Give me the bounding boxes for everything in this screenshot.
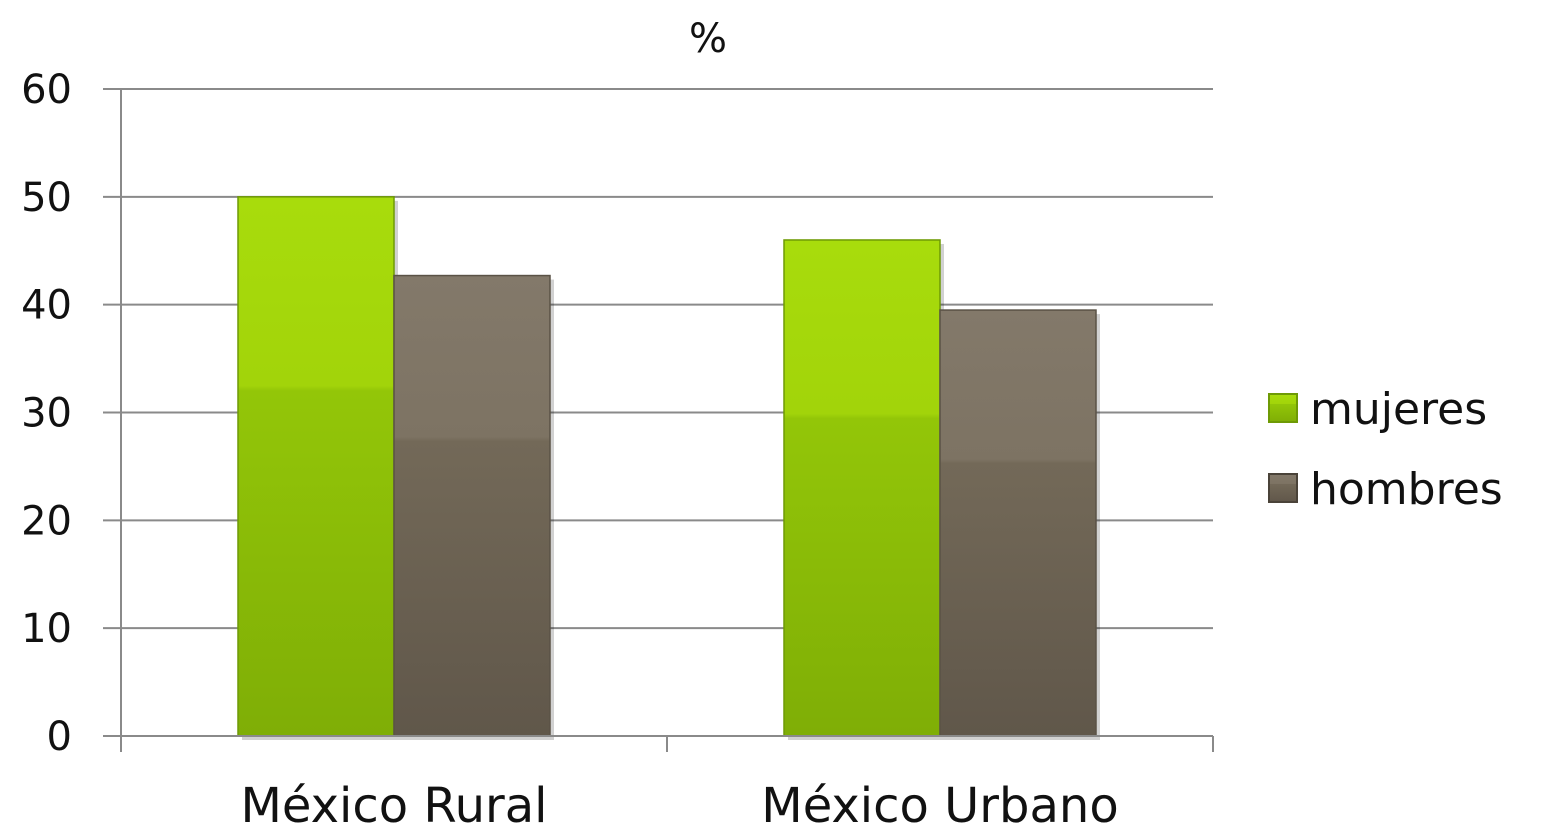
y-tick-label: 0	[47, 714, 72, 760]
legend-label-hombres: hombres	[1310, 464, 1503, 515]
bar-mujeres-0	[237, 196, 395, 737]
legend-swatch-mujeres	[1268, 393, 1298, 423]
y-tick-label: 20	[21, 498, 72, 544]
bars	[237, 196, 1100, 741]
x-axis-categories: México Rural México Urbano	[241, 778, 1119, 826]
x-category-label: México Rural	[241, 778, 548, 826]
legend-label-mujeres: mujeres	[1310, 384, 1487, 435]
bar-hombres-1	[939, 309, 1097, 737]
bar-hombres-0	[393, 274, 551, 737]
y-axis-ticks: 0 10 20 30 40 50 60	[21, 67, 72, 760]
y-tick-label: 60	[21, 67, 72, 113]
y-tick-label: 30	[21, 391, 72, 437]
legend: mujeres hombres	[1268, 384, 1503, 515]
y-tick-label: 10	[21, 606, 72, 652]
bar-mujeres-1	[783, 239, 941, 737]
legend-swatch-hombres	[1268, 473, 1298, 503]
y-tick-label: 40	[21, 283, 72, 329]
x-category-label: México Urbano	[761, 778, 1118, 826]
y-tick-label: 50	[21, 175, 72, 221]
axes	[103, 89, 1214, 752]
chart-title: %	[689, 16, 727, 62]
